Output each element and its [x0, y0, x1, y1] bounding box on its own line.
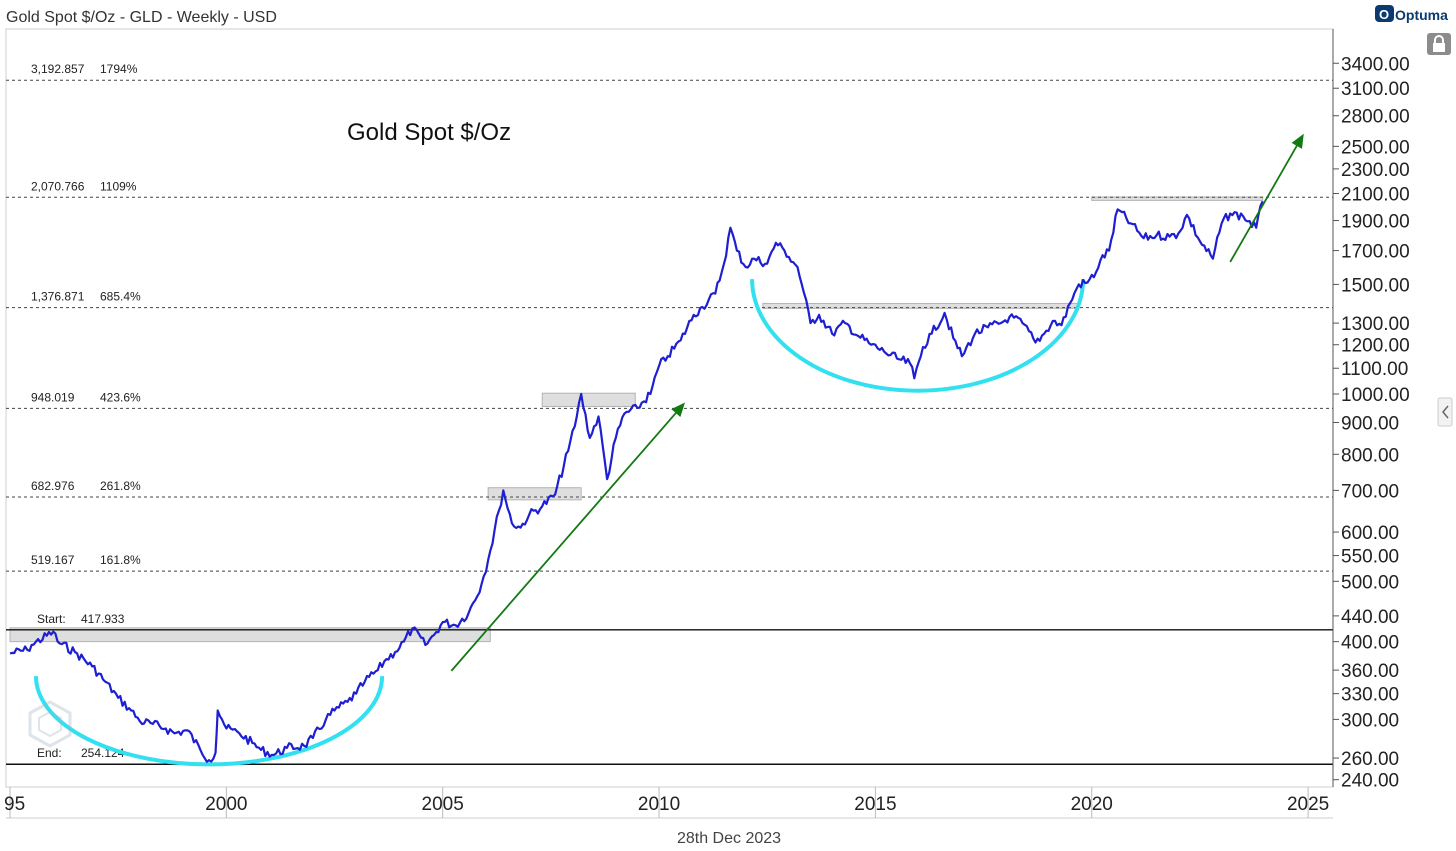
y-tick-label-15: 700.00 — [1341, 481, 1399, 502]
y-tick-label-21: 360.00 — [1341, 661, 1399, 682]
y-tick-label-18: 500.00 — [1341, 572, 1399, 593]
resistance-zone-2 — [541, 392, 636, 407]
price-series — [9, 200, 1264, 763]
chart-header-title: Gold Spot $/Oz - GLD - Weekly - USD — [6, 9, 277, 26]
rounding-arc-0 — [33, 676, 385, 767]
x-tick-label-1: 2000 — [205, 794, 247, 815]
y-tick-label-5: 2100.00 — [1341, 184, 1410, 205]
price-line-0 — [9, 200, 1264, 763]
trend-arrows — [450, 133, 1304, 672]
x-tick-label-3: 2010 — [638, 794, 680, 815]
y-tick-label-9: 1300.00 — [1341, 314, 1410, 335]
level-label-2: 1,376.871 — [31, 290, 85, 304]
watermark-hexagon-inner-icon — [38, 710, 62, 738]
trend-arrow-0 — [450, 412, 677, 672]
y-tick-label-17: 550.00 — [1341, 547, 1399, 568]
y-tick-label-11: 1100.00 — [1341, 359, 1408, 380]
lock-shackle-icon — [1434, 35, 1444, 43]
level-pct-0: 1794% — [100, 62, 138, 76]
trend-arrow-head-0 — [671, 402, 686, 418]
level-pct-4: 261.8% — [100, 479, 141, 493]
fibonacci-levels: 3,192.857 1794% 2,070.766 1109% 1,376.871 685… — [6, 62, 1333, 765]
level-pct-6: Start: — [37, 612, 66, 626]
consolidation-zones — [9, 196, 1264, 643]
x-axis: 95 2000 2005 2010 2015 2020 2025 — [4, 787, 1329, 818]
x-tick-label-4: 2015 — [854, 794, 896, 815]
lock-button[interactable] — [1427, 33, 1451, 55]
rounding-arcs — [33, 279, 1086, 767]
y-tick-label-8: 1500.00 — [1341, 275, 1410, 296]
trend-arrow-head-1 — [1291, 133, 1304, 149]
collapse-panel-button[interactable] — [1437, 397, 1453, 427]
y-tick-label-23: 300.00 — [1341, 710, 1399, 731]
optuma-logo-icon-letter: O — [1379, 7, 1389, 22]
level-label-4: 682.976 — [31, 479, 75, 493]
rounding-arc-1 — [750, 279, 1086, 393]
level-label-0: 3,192.857 — [31, 62, 85, 76]
trend-arrow-1 — [1229, 145, 1298, 263]
y-tick-label-14: 800.00 — [1341, 445, 1399, 466]
watermark — [28, 700, 72, 748]
optuma-logo: O Optuma — [1375, 5, 1448, 23]
resistance-zone-0 — [9, 627, 491, 643]
level-pct-5: 161.8% — [100, 553, 141, 567]
y-tick-label-6: 1900.00 — [1341, 212, 1410, 233]
level-pct-2: 685.4% — [100, 290, 141, 304]
level-label-1: 2,070.766 — [31, 179, 85, 193]
collapse-panel-button-bg — [1437, 397, 1453, 427]
y-tick-label-22: 330.00 — [1341, 685, 1399, 706]
y-tick-label-12: 1000.00 — [1341, 385, 1410, 406]
optuma-brand: Optuma — [1395, 7, 1448, 23]
lock-icon — [1433, 43, 1445, 52]
y-tick-label-4: 2300.00 — [1341, 160, 1410, 181]
y-tick-label-1: 3100.00 — [1341, 79, 1410, 100]
y-tick-label-24: 260.00 — [1341, 749, 1399, 770]
watermark-hexagon-icon — [28, 700, 72, 748]
x-tick-label-0: 95 — [4, 794, 25, 815]
y-tick-label-7: 1700.00 — [1341, 242, 1410, 263]
level-label-5: 519.167 — [31, 553, 75, 567]
level-label-6: 417.933 — [81, 612, 125, 626]
y-tick-label-10: 1200.00 — [1341, 336, 1410, 357]
y-tick-label-19: 440.00 — [1341, 607, 1399, 628]
level-pct-3: 423.6% — [100, 390, 141, 404]
chart-title: Gold Spot $/Oz — [347, 119, 511, 146]
x-tick-label-2: 2005 — [422, 794, 464, 815]
y-tick-label-20: 400.00 — [1341, 633, 1399, 654]
x-tick-label-5: 2020 — [1071, 794, 1113, 815]
y-tick-label-3: 2500.00 — [1341, 137, 1410, 158]
y-tick-label-0: 3400.00 — [1341, 54, 1410, 75]
level-pct-7: End: — [37, 746, 62, 760]
y-tick-label-16: 600.00 — [1341, 523, 1399, 544]
level-pct-1: 1109% — [100, 179, 137, 193]
y-tick-label-2: 2800.00 — [1341, 107, 1410, 128]
y-tick-label-13: 900.00 — [1341, 413, 1399, 434]
y-tick-label-25: 240.00 — [1341, 771, 1399, 792]
x-tick-label-6: 2025 — [1287, 794, 1329, 815]
chevron-left-icon — [1442, 405, 1449, 419]
level-label-3: 948.019 — [31, 390, 75, 404]
optuma-logo-icon — [1375, 5, 1394, 22]
footer-date: 28th Dec 2023 — [677, 830, 781, 847]
